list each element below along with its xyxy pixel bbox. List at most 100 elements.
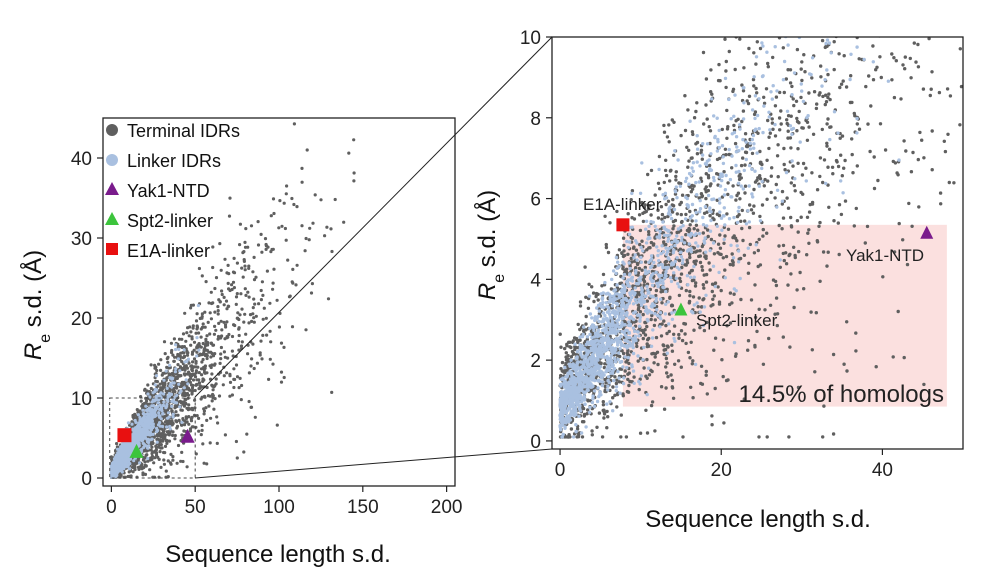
terminal-idr-point [756,248,760,253]
terminal-idr-point [212,385,216,389]
terminal-idr-point [701,283,705,287]
terminal-idr-point [218,242,222,246]
linker-idr-point [160,409,164,413]
terminal-idr-point [251,270,255,274]
terminal-idr-point [285,184,289,188]
terminal-idr-point [654,288,659,293]
terminal-idr-point [751,211,756,215]
terminal-idr-point [177,345,182,349]
terminal-idr-point [721,338,726,342]
linker-idr-point [186,357,191,361]
terminal-idr-point [207,301,211,305]
terminal-idr-point [583,265,587,269]
terminal-idr-point [632,245,636,249]
terminal-idr-point [247,399,251,404]
terminal-idr-point [800,60,804,64]
terminal-idr-point [154,448,158,452]
terminal-idr-point [718,233,722,237]
terminal-idr-point [208,364,212,368]
terminal-idr-point [896,309,900,314]
terminal-idr-point [603,362,607,366]
terminal-idr-point [823,102,827,107]
linker-idr-point [146,456,150,461]
terminal-idr-point [818,156,823,160]
terminal-idr-point [211,245,215,249]
terminal-idr-point [155,368,159,373]
terminal-idr-point [233,377,237,382]
terminal-idr-point [811,132,816,136]
linker-idr-point [161,412,165,416]
terminal-idr-point [177,418,181,422]
terminal-idr-point [205,462,209,466]
terminal-idr-point [899,97,903,101]
connector-line-top [194,36,553,398]
terminal-idr-point [238,222,242,226]
terminal-idr-point [259,288,263,293]
terminal-idr-point [914,23,917,26]
terminal-idr-point [865,224,870,229]
terminal-idr-point [180,345,184,349]
linker-idr-point [138,435,142,439]
terminal-idr-point [587,282,591,286]
terminal-idr-point [310,282,314,286]
linker-idr-point [184,378,188,382]
terminal-idr-point [168,388,172,392]
terminal-idr-point [202,365,206,369]
terminal-idr-point [143,472,148,476]
terminal-idr-point [814,311,818,315]
spt2-linker-marker [129,443,144,458]
terminal-idr-point [159,438,163,443]
terminal-idr-point [215,415,219,419]
legend-marker-spt2 [105,212,119,225]
terminal-idr-point [636,306,641,310]
linker-idr-point [183,360,187,364]
terminal-idr-point [774,182,778,187]
terminal-idr-point [792,183,796,188]
terminal-idr-point [263,237,268,241]
terminal-idr-point [695,101,699,105]
terminal-idr-point [700,268,705,272]
terminal-idr-point [792,245,796,249]
linker-idr-point [162,392,166,396]
terminal-idr-point [261,293,265,297]
y-tick-label: 0 [81,469,92,490]
linker-idr-point [166,411,171,415]
terminal-idr-point [664,173,669,178]
terminal-idr-point [212,363,216,367]
terminal-idr-point [690,187,695,191]
terminal-idr-point [189,374,193,378]
linker-idr-point [178,369,182,373]
terminal-idr-point [203,325,207,329]
terminal-idr-point [238,243,242,247]
terminal-idr-point [774,32,777,35]
terminal-idr-point [699,148,704,152]
linker-idr-point [151,414,155,418]
terminal-idr-point [307,238,311,242]
x-tick-label: 100 [263,497,295,518]
terminal-idr-point [184,364,188,368]
terminal-idr-point [736,18,739,21]
terminal-idr-point [180,423,184,427]
terminal-idr-point [727,49,731,54]
terminal-idr-point [774,283,779,288]
terminal-idr-point [261,317,265,321]
terminal-idr-point [231,354,235,358]
terminal-idr-point [771,55,775,60]
terminal-idr-point [282,375,286,380]
terminal-idr-point [600,284,604,288]
terminal-idr-point [752,251,757,255]
terminal-idr-point [789,114,793,118]
linker-idr-point [135,433,139,437]
terminal-idr-point [258,353,262,357]
terminal-idr-point [242,250,246,254]
linker-idr-point [195,336,199,340]
terminal-idr-point [265,269,269,273]
terminal-idr-point [781,216,786,220]
terminal-idr-point [259,339,263,343]
terminal-idr-point [202,351,206,355]
terminal-idr-point [308,226,312,230]
terminal-idr-point [201,442,205,446]
linker-idr-point [127,460,131,464]
terminal-idr-point [183,391,187,395]
